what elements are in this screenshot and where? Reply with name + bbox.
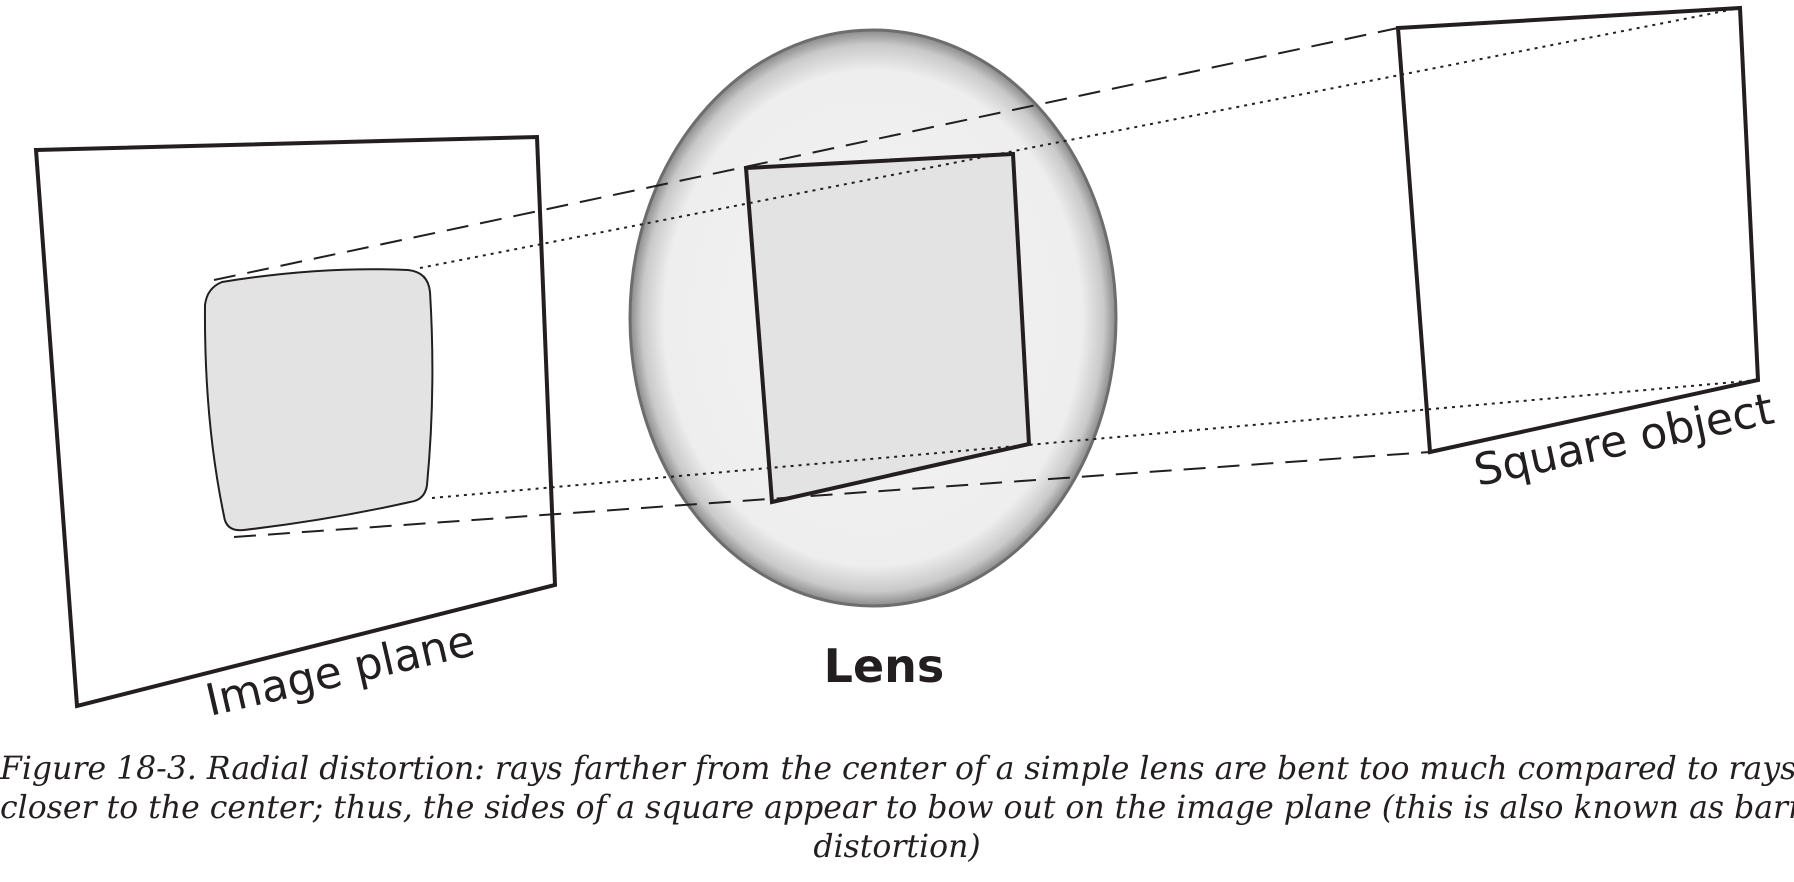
lens-label: Lens	[824, 639, 945, 693]
caption-line-2: closer to the center; thus, the sides of…	[0, 790, 1794, 826]
image-plane-label: Image plane	[201, 615, 479, 726]
image-plane-frame	[33, 134, 558, 709]
figure-caption: Figure 18-3. Radial distortion: rays far…	[0, 750, 1794, 867]
ray-dotted-top	[419, 7, 1741, 269]
ray-dashed-bottom	[233, 451, 1431, 538]
square-object-frame	[1395, 5, 1761, 455]
distorted-square-image	[203, 268, 434, 532]
lens-square	[743, 151, 1032, 505]
ray-dotted-bottom	[431, 379, 1759, 499]
caption-line-3: distortion)	[813, 829, 981, 865]
caption-line-1: Figure 18-3. Radial distortion: rays far…	[0, 751, 1794, 787]
